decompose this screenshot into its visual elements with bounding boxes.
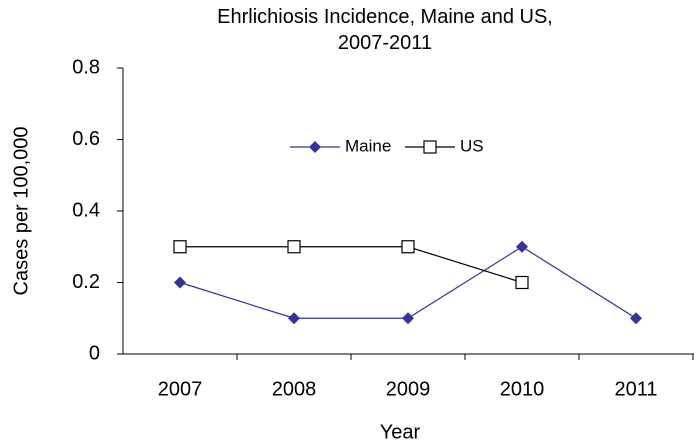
y-tick-label: 0.6 [72,128,100,150]
legend-label: US [460,136,484,155]
series-line [179,246,637,319]
data-point [173,240,187,254]
data-point [516,240,528,253]
y-tick-label: 0.8 [72,56,100,78]
x-tick-label: 2011 [614,378,657,400]
series-line [180,246,523,284]
data-point [287,240,301,254]
data-point [401,240,415,254]
y-tick-label: 0 [89,342,100,364]
y-axis-label: Cases per 100,000 [10,126,32,295]
x-tick-label: 2009 [386,378,431,400]
y-tick-label: 0.4 [72,199,100,221]
legend-marker [309,141,321,153]
data-point [402,312,414,325]
data-point [174,276,186,289]
legend-label: Maine [345,136,391,155]
data-point [630,312,642,325]
y-tick-label: 0.2 [72,271,100,293]
data-point [515,275,529,290]
x-tick-label: 2007 [158,378,203,400]
x-axis-label: Year [380,421,421,443]
legend-marker [423,140,437,154]
x-tick-label: 2010 [500,378,545,400]
chart-title: Ehrlichiosis Incidence, Maine and US, 20… [217,6,553,54]
data-point [288,312,300,325]
x-tick-label: 2008 [272,378,317,400]
